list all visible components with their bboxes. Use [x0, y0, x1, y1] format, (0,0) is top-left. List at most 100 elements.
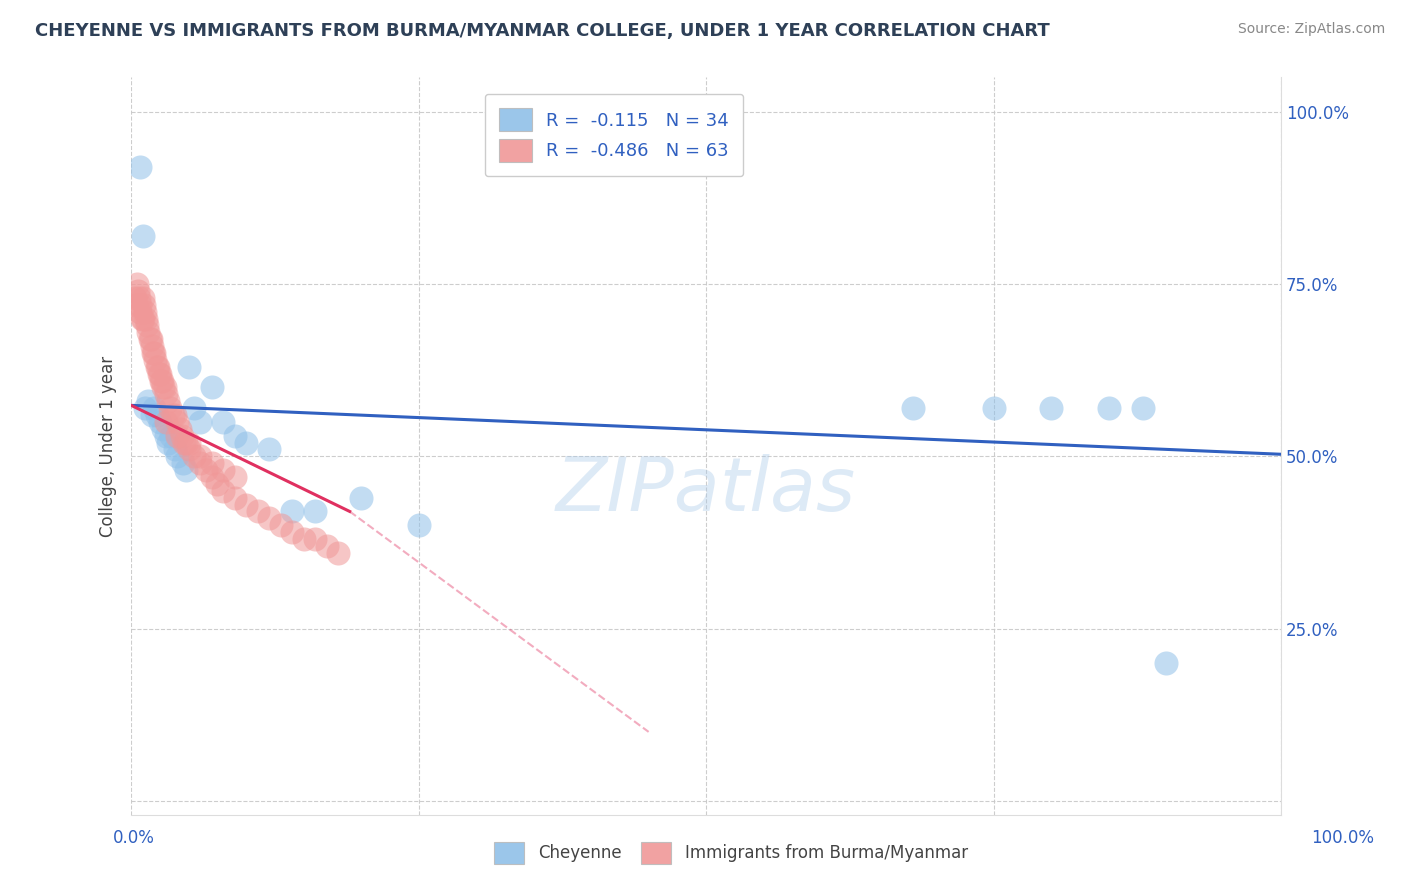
Point [166, 428, 188, 442]
Point [1097, 401, 1119, 416]
Text: ZIPatlas: ZIPatlas [555, 454, 856, 526]
Point [235, 435, 257, 450]
Point [160, 428, 183, 442]
Point [328, 546, 350, 560]
Point [408, 518, 430, 533]
Point [127, 284, 149, 298]
Point [129, 298, 152, 312]
Point [134, 401, 156, 416]
Point [170, 428, 193, 442]
Point [166, 415, 188, 429]
Point [138, 332, 160, 346]
Text: 0.0%: 0.0% [112, 829, 155, 847]
Point [155, 387, 177, 401]
Point [146, 359, 169, 374]
Point [145, 359, 167, 374]
Point [188, 450, 211, 464]
Point [315, 539, 337, 553]
Point [201, 470, 224, 484]
Y-axis label: College, Under 1 year: College, Under 1 year [100, 355, 117, 537]
Point [139, 332, 162, 346]
Point [129, 304, 152, 318]
Point [257, 442, 280, 457]
Point [163, 442, 186, 457]
Point [188, 415, 211, 429]
Point [134, 304, 156, 318]
Point [152, 380, 174, 394]
Point [172, 456, 194, 470]
Point [149, 367, 172, 381]
Point [201, 380, 224, 394]
Point [212, 463, 235, 477]
Point [155, 428, 177, 442]
Point [183, 401, 205, 416]
Point [155, 415, 177, 429]
Point [173, 435, 195, 450]
Point [177, 442, 200, 457]
Legend: Cheyenne, Immigrants from Burma/Myanmar: Cheyenne, Immigrants from Burma/Myanmar [488, 836, 974, 871]
Point [125, 298, 148, 312]
Point [163, 408, 186, 422]
Point [246, 504, 269, 518]
Point [270, 518, 292, 533]
Point [132, 228, 155, 243]
Text: CHEYENNE VS IMMIGRANTS FROM BURMA/MYANMAR COLLEGE, UNDER 1 YEAR CORRELATION CHAR: CHEYENNE VS IMMIGRANTS FROM BURMA/MYANMA… [35, 22, 1050, 40]
Point [132, 311, 155, 326]
Point [169, 422, 191, 436]
Point [149, 415, 172, 429]
Point [157, 394, 180, 409]
Point [212, 415, 235, 429]
Legend: R =  -0.115   N = 34, R =  -0.486   N = 63: R = -0.115 N = 34, R = -0.486 N = 63 [485, 94, 744, 177]
Point [281, 525, 304, 540]
Point [201, 456, 224, 470]
Point [125, 277, 148, 292]
Point [177, 359, 200, 374]
Point [292, 532, 315, 546]
Point [153, 380, 176, 394]
Point [207, 476, 229, 491]
Point [159, 401, 181, 416]
Point [212, 483, 235, 498]
Point [148, 367, 170, 381]
Point [195, 463, 218, 477]
Point [152, 422, 174, 436]
Point [304, 504, 326, 518]
Point [145, 352, 167, 367]
Point [188, 456, 211, 470]
Point [176, 463, 198, 477]
Point [131, 311, 153, 326]
Point [132, 298, 155, 312]
Point [143, 401, 166, 416]
Point [177, 435, 200, 450]
Point [162, 408, 184, 422]
Point [128, 291, 150, 305]
Point [224, 491, 246, 505]
Point [235, 498, 257, 512]
Point [136, 318, 159, 333]
Point [901, 401, 924, 416]
Point [1040, 401, 1063, 416]
Point [983, 401, 1005, 416]
Point [183, 450, 205, 464]
Point [150, 374, 173, 388]
Point [157, 435, 180, 450]
Point [141, 339, 163, 353]
Point [224, 470, 246, 484]
Point [145, 408, 167, 422]
Point [135, 311, 157, 326]
Point [224, 428, 246, 442]
Point [141, 408, 163, 422]
Text: Source: ZipAtlas.com: Source: ZipAtlas.com [1237, 22, 1385, 37]
Point [124, 291, 146, 305]
Point [132, 291, 155, 305]
Point [1132, 401, 1154, 416]
Point [138, 394, 160, 409]
Point [257, 511, 280, 525]
Point [138, 326, 160, 340]
Point [143, 346, 166, 360]
Point [350, 491, 373, 505]
Point [176, 435, 198, 450]
Point [304, 532, 326, 546]
Text: 100.0%: 100.0% [1312, 829, 1374, 847]
Point [150, 374, 173, 388]
